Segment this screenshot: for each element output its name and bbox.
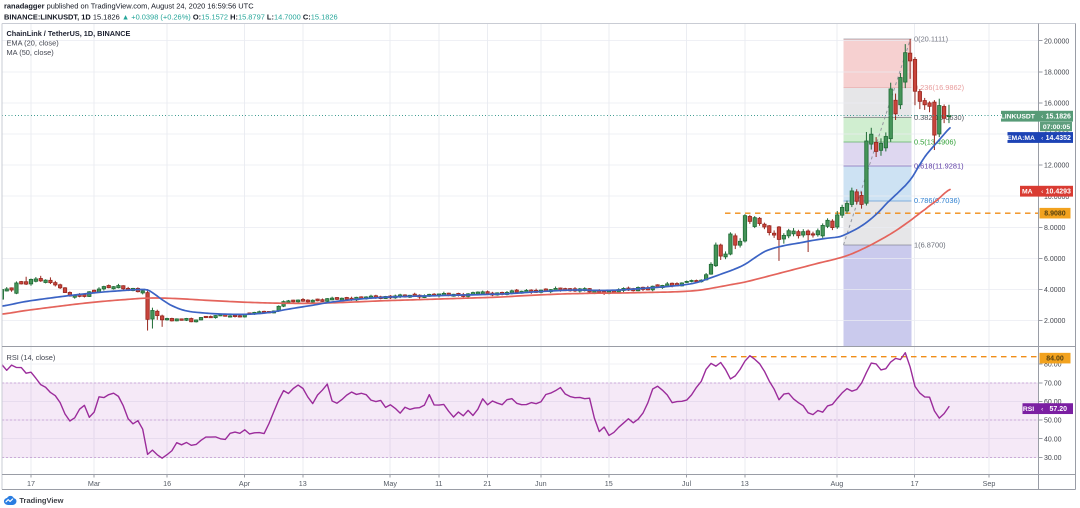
svg-text:11: 11	[435, 479, 442, 488]
svg-text:13: 13	[741, 479, 749, 488]
svg-text:‹: ‹	[1041, 406, 1043, 413]
svg-text:2.0000: 2.0000	[1044, 318, 1066, 325]
svg-text:60.00: 60.00	[1044, 399, 1062, 406]
svg-text:13: 13	[299, 479, 307, 488]
svg-text:16: 16	[163, 479, 171, 488]
svg-text:MA: MA	[1022, 189, 1033, 196]
svg-text:20.0000: 20.0000	[1044, 38, 1069, 45]
svg-text:16.0000: 16.0000	[1044, 101, 1069, 108]
svg-text:15.1826: 15.1826	[1046, 114, 1071, 121]
svg-text:50.00: 50.00	[1044, 418, 1062, 425]
svg-text:BINANCE:LINKUSDT, 1D 15.1826 ▲: BINANCE:LINKUSDT, 1D 15.1826 ▲ +0.0398 (…	[4, 13, 338, 22]
svg-text:80.00: 80.00	[1044, 362, 1062, 369]
svg-text:84.00: 84.00	[1046, 356, 1064, 363]
svg-text:07:00:05: 07:00:05	[1043, 124, 1070, 131]
svg-text:ranadagger published on Tradin: ranadagger published on TradingView.com,…	[4, 2, 254, 11]
svg-text:8.9080: 8.9080	[1044, 211, 1066, 218]
svg-text:17: 17	[27, 479, 35, 488]
svg-text:‹: ‹	[1041, 135, 1043, 142]
svg-text:ChainLink / TetherUS, 1D, BINA: ChainLink / TetherUS, 1D, BINANCE	[7, 29, 131, 38]
svg-text:15: 15	[605, 479, 613, 488]
svg-text:Sep: Sep	[983, 479, 996, 488]
svg-text:EMA (20, close): EMA (20, close)	[7, 38, 59, 47]
svg-text:8.0000: 8.0000	[1044, 225, 1066, 232]
svg-text:4.0000: 4.0000	[1044, 287, 1066, 294]
svg-text:May: May	[383, 479, 397, 488]
svg-text:RSI: RSI	[1023, 406, 1034, 413]
svg-text:14.4352: 14.4352	[1046, 135, 1071, 142]
svg-text:EMA:MA: EMA:MA	[1007, 135, 1035, 142]
svg-text:40.00: 40.00	[1044, 436, 1062, 443]
svg-text:MA (50, close): MA (50, close)	[7, 48, 54, 57]
svg-text:Mar: Mar	[88, 479, 101, 488]
svg-text:Jul: Jul	[682, 479, 692, 488]
svg-text:0.618(11.9281): 0.618(11.9281)	[914, 162, 964, 171]
svg-text:1(6.8700): 1(6.8700)	[914, 240, 946, 249]
svg-text:12.0000: 12.0000	[1044, 163, 1069, 170]
svg-text:70.00: 70.00	[1044, 380, 1062, 387]
svg-text:TradingView: TradingView	[19, 496, 63, 505]
svg-text:0.236(16.9862): 0.236(16.9862)	[914, 83, 964, 92]
svg-text:0(20.1111): 0(20.1111)	[914, 34, 948, 43]
svg-text:30.00: 30.00	[1044, 455, 1062, 462]
svg-text:10.4293: 10.4293	[1046, 189, 1071, 196]
svg-text:‹: ‹	[1041, 114, 1043, 121]
svg-text:18.0000: 18.0000	[1044, 69, 1069, 76]
svg-text:RSI (14, close): RSI (14, close)	[7, 353, 56, 362]
svg-text:57.20: 57.20	[1049, 406, 1067, 413]
svg-text:LINKUSDT: LINKUSDT	[1001, 114, 1036, 121]
svg-text:17: 17	[911, 479, 919, 488]
svg-text:21: 21	[483, 479, 491, 488]
svg-text:6.0000: 6.0000	[1044, 256, 1066, 263]
svg-text:‹: ‹	[1041, 189, 1043, 196]
svg-text:Aug: Aug	[831, 479, 844, 488]
svg-text:Jun: Jun	[535, 479, 547, 488]
svg-text:0.5(13.4906): 0.5(13.4906)	[914, 137, 956, 146]
svg-text:10.0000: 10.0000	[1044, 194, 1069, 201]
svg-text:Apr: Apr	[239, 479, 251, 488]
